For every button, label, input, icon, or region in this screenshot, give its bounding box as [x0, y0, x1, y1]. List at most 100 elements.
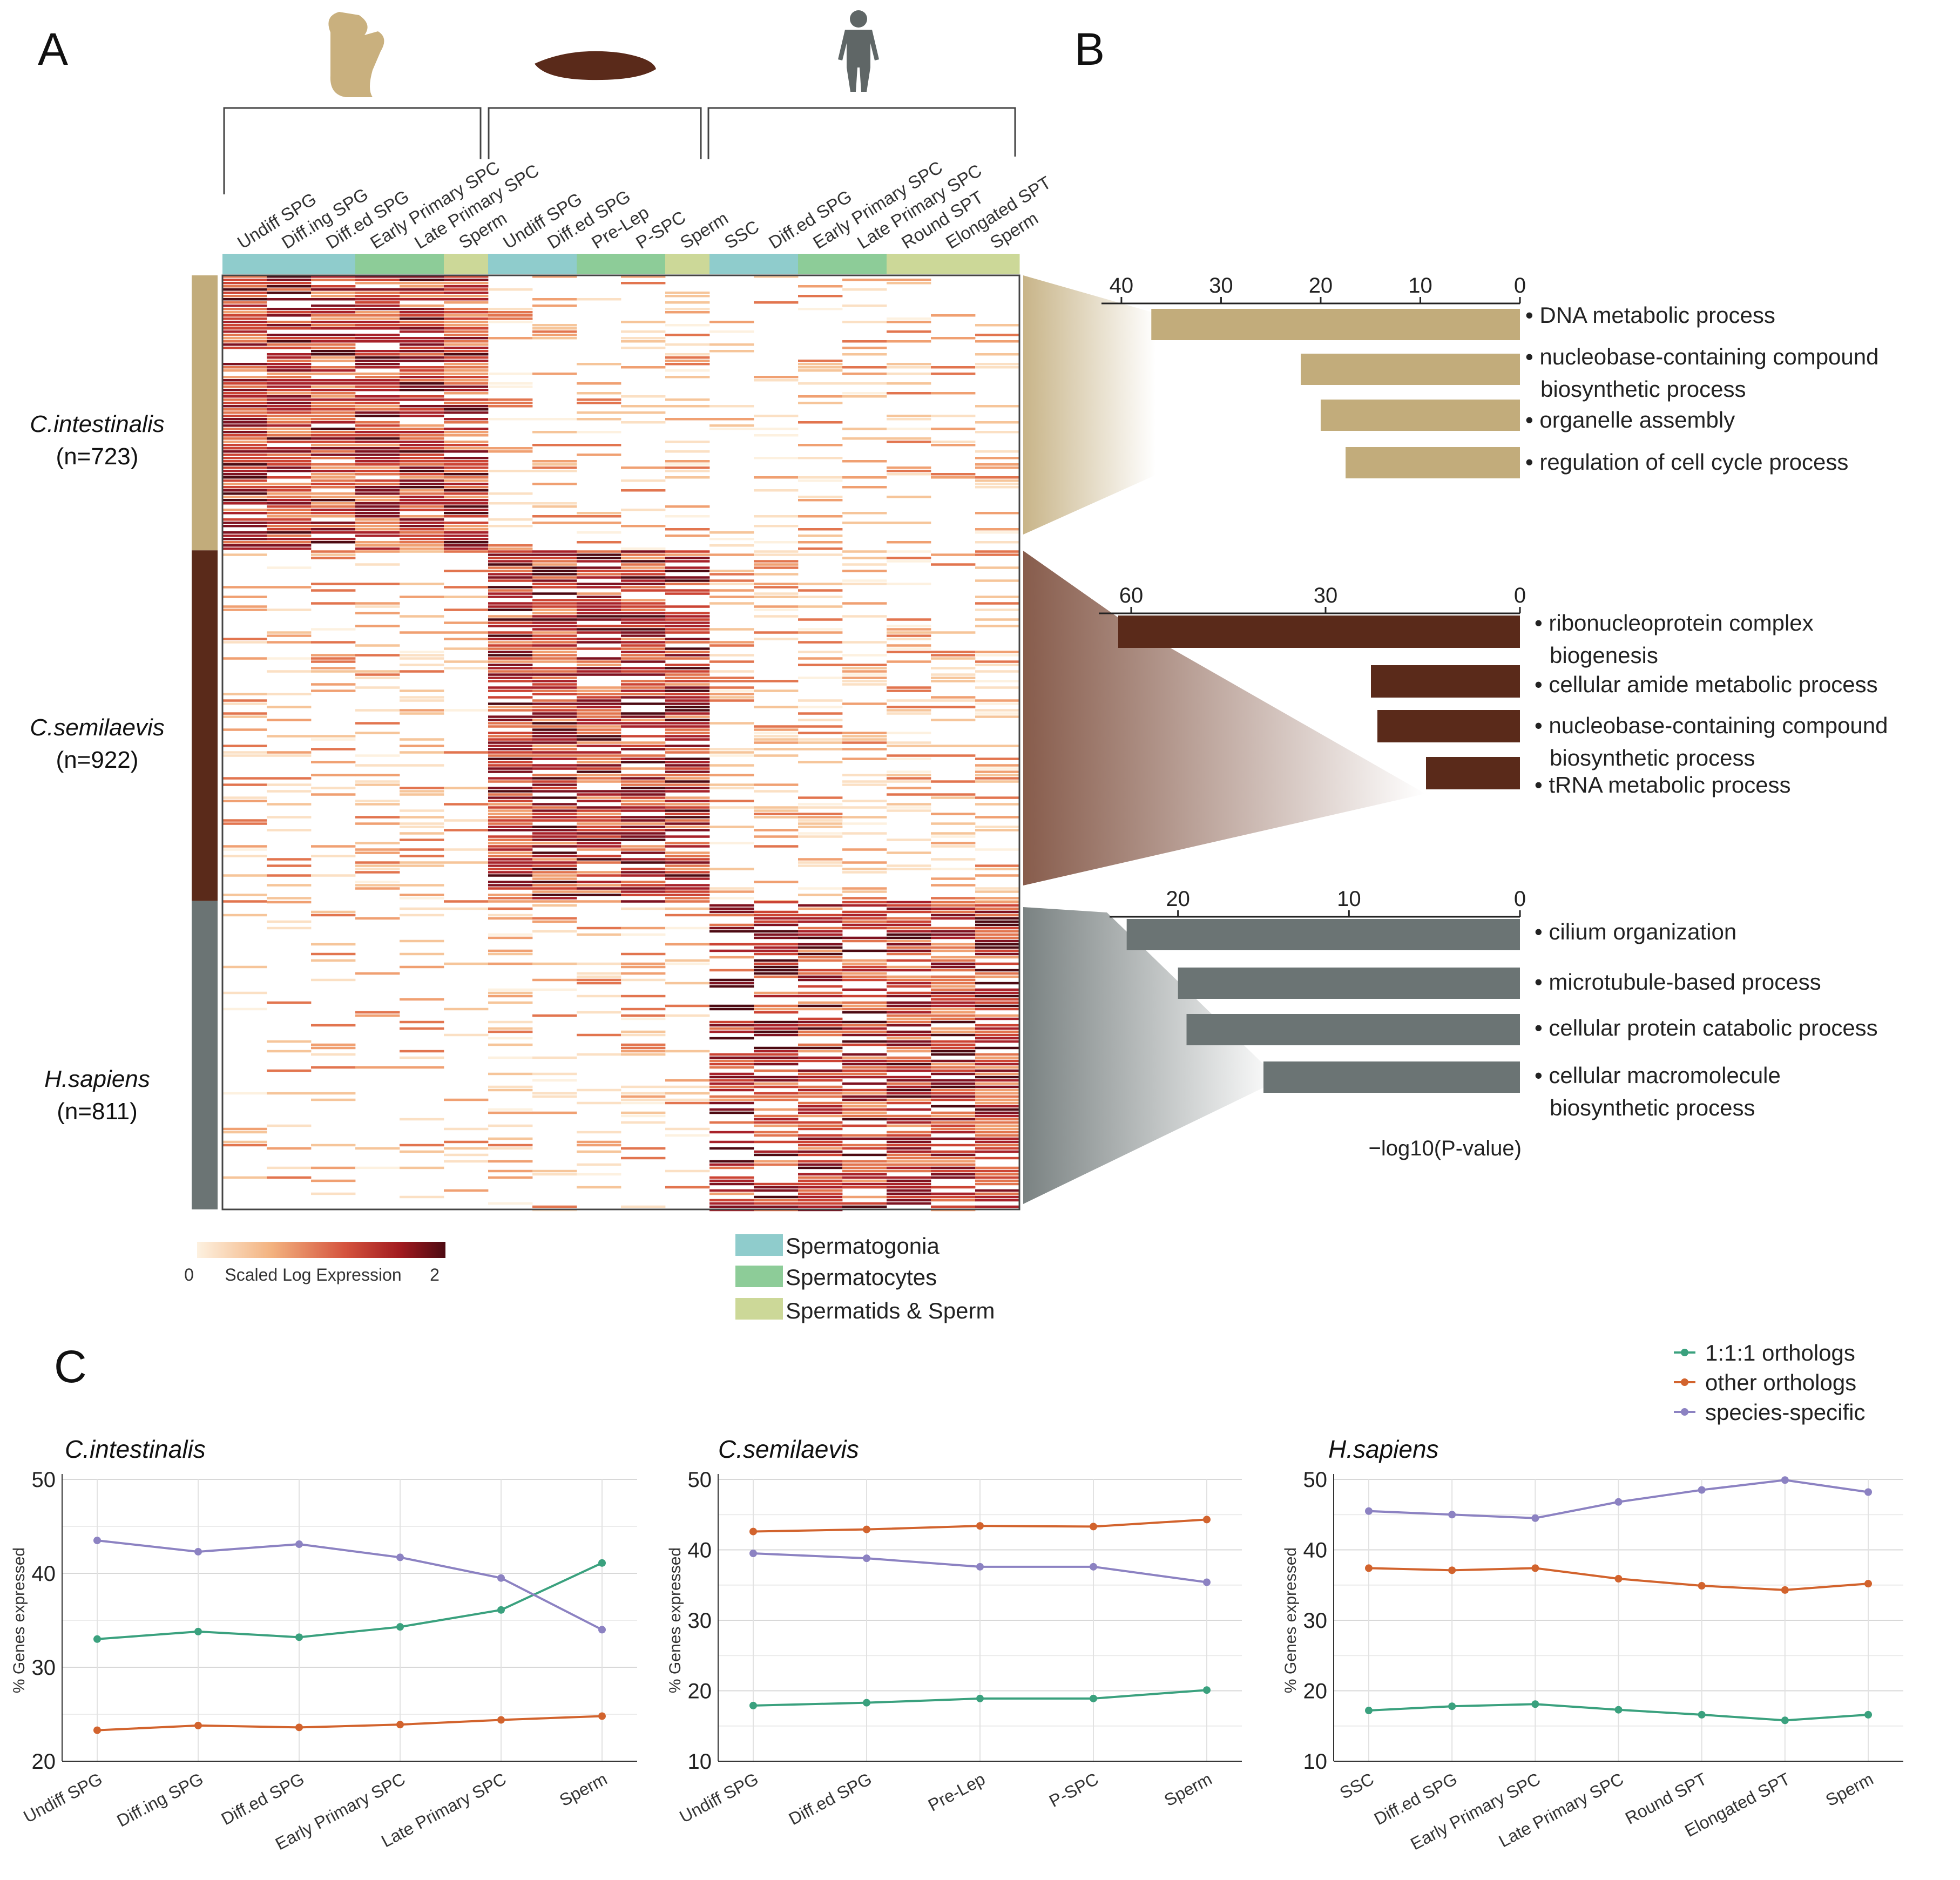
- heatmap-cell: [267, 754, 312, 757]
- heatmap-cell: [709, 680, 754, 682]
- heatmap-cell: [621, 647, 666, 650]
- heatmap-cell: [355, 800, 400, 802]
- heatmap-cell: [400, 295, 444, 297]
- heatmap-cell: [798, 1007, 843, 1011]
- heatmap-cell: [798, 1101, 843, 1105]
- heatmap-cell: [931, 1137, 976, 1140]
- heatmap-cell: [400, 809, 444, 812]
- go-bar: [1377, 710, 1520, 742]
- heatmap-cell: [754, 1114, 799, 1118]
- heatmap-cell: [975, 1131, 1020, 1134]
- legend-111-orthologs: 1:1:1 orthologs: [1705, 1340, 1855, 1365]
- heatmap-cell: [222, 415, 267, 417]
- heatmap-cell: [577, 454, 621, 456]
- heatmap-cell: [709, 1179, 754, 1182]
- heatmap-cell: [311, 1166, 356, 1169]
- heatmap-cell: [975, 764, 1020, 767]
- heatmap-cell: [842, 1186, 887, 1189]
- heatmap-cell: [400, 460, 444, 463]
- heatmap-cell: [444, 538, 489, 540]
- x-tick-label: Diff.ed SPG: [786, 1769, 875, 1829]
- heatmap-cell: [842, 1176, 887, 1179]
- heatmap-cell: [267, 544, 312, 547]
- heatmap-cell: [400, 822, 444, 825]
- heatmap-cell: [267, 496, 312, 498]
- heatmap-cell: [400, 389, 444, 391]
- heatmap-cell: [488, 722, 533, 725]
- heatmap-cell: [400, 689, 444, 692]
- heatmap-cell: [222, 991, 267, 995]
- go-tick-label: 20: [1309, 274, 1333, 297]
- heatmap-cell: [400, 751, 444, 754]
- heatmap-cell: [444, 1033, 489, 1037]
- series-point: [863, 1554, 870, 1563]
- heatmap-cell: [400, 466, 444, 469]
- heatmap-cell: [577, 702, 621, 705]
- heatmap-cell: [577, 570, 621, 572]
- heatmap-cell: [798, 664, 843, 666]
- heatmap-cell: [532, 641, 577, 644]
- heatmap-cell: [577, 638, 621, 640]
- heatmap-cell: [444, 476, 489, 479]
- heatmap-cell: [444, 317, 489, 320]
- heatmap-cell: [267, 547, 312, 550]
- heatmap-cell: [444, 499, 489, 502]
- heatmap-cell: [355, 408, 400, 411]
- go-tick-label: 0: [1514, 887, 1526, 911]
- heatmap-cell: [887, 864, 931, 867]
- heatmap-cell: [488, 525, 533, 528]
- heatmap-cell: [754, 1150, 799, 1153]
- heatmap-cell: [532, 625, 577, 627]
- heatmap-cell: [400, 492, 444, 495]
- heatmap-cell: [532, 751, 577, 754]
- series-point: [194, 1721, 202, 1729]
- heatmap-cell: [444, 541, 489, 544]
- heatmap-cell: [887, 936, 931, 939]
- heatmap-cell: [488, 321, 533, 323]
- colorbar: 0 Scaled Log Expression 2: [184, 1242, 445, 1284]
- heatmap-cell: [267, 411, 312, 414]
- heatmap-cell: [400, 1166, 444, 1169]
- heatmap-cell: [311, 314, 356, 317]
- series-point: [1448, 1566, 1456, 1574]
- heatmap-cell: [798, 803, 843, 806]
- heatmap-cell: [665, 914, 710, 917]
- heatmap-cell: [311, 447, 356, 450]
- heatmap-cell: [267, 279, 312, 281]
- heatmap-cell: [577, 732, 621, 734]
- heatmap-cell: [887, 969, 931, 972]
- heatmap-cell: [665, 311, 710, 314]
- heatmap-cell: [975, 1169, 1020, 1173]
- heatmap-cell: [665, 748, 710, 750]
- heatmap-cell: [709, 1056, 754, 1059]
- heatmap-cell: [488, 826, 533, 828]
- heatmap-cell: [754, 541, 799, 544]
- heatmap-cell: [931, 631, 976, 634]
- heatmap-cell: [577, 363, 621, 366]
- heatmap-cell: [621, 421, 666, 424]
- heatmap-cell: [488, 602, 533, 605]
- series-point: [863, 1525, 870, 1533]
- heatmap-cell: [355, 528, 400, 531]
- heatmap-cell: [842, 1076, 887, 1079]
- heatmap-cell: [665, 751, 710, 754]
- heatmap-cell: [577, 813, 621, 815]
- heatmap-cell: [709, 1163, 754, 1166]
- heatmap-cell: [975, 777, 1020, 780]
- heatmap-cell: [444, 631, 489, 634]
- heatmap-cell: [311, 660, 356, 663]
- heatmap-cell: [931, 1150, 976, 1153]
- heatmap-cell: [400, 745, 444, 747]
- heatmap-cell: [798, 914, 843, 917]
- heatmap-cell: [222, 489, 267, 492]
- heatmap-cell: [355, 612, 400, 614]
- heatmap-cell: [400, 496, 444, 498]
- heatmap-cell: [887, 340, 931, 343]
- heatmap-cell: [887, 1144, 931, 1147]
- heatmap-cell: [665, 376, 710, 378]
- heatmap-cell: [842, 780, 887, 783]
- heatmap-cell: [931, 914, 976, 917]
- heatmap-cell: [488, 550, 533, 553]
- heatmap-cell: [267, 415, 312, 417]
